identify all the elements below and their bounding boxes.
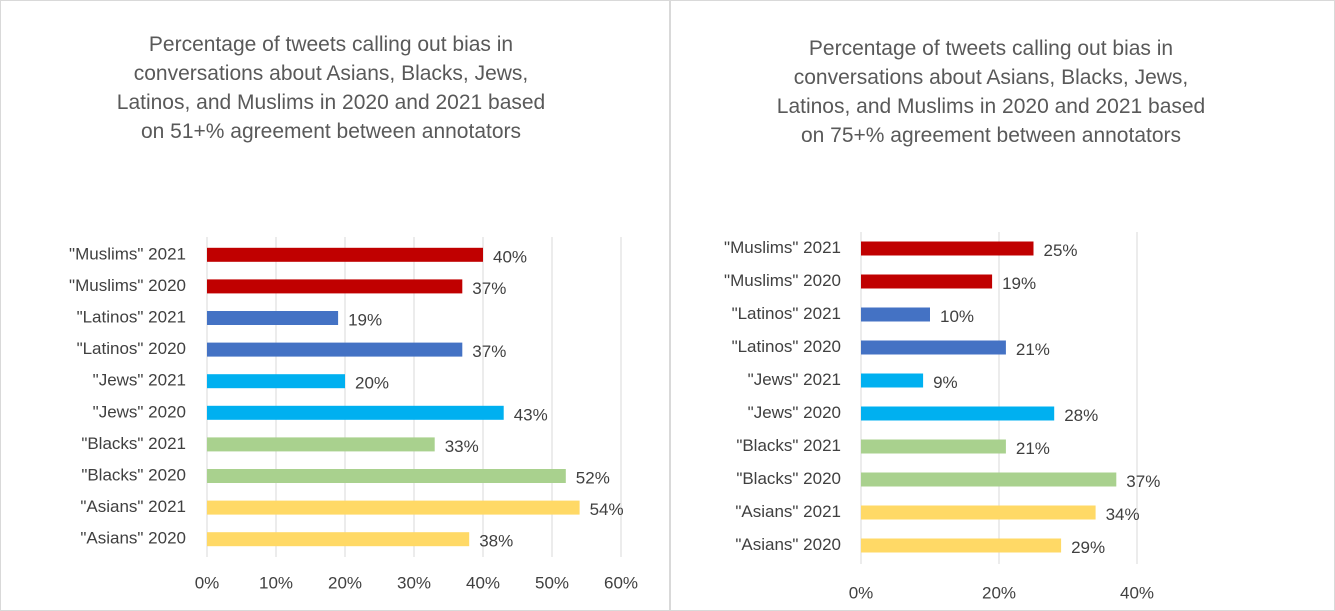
value-label: 29% xyxy=(1071,538,1105,557)
y-tick-label: "Muslims" 2021 xyxy=(69,244,186,263)
y-tick-label: "Blacks" 2020 xyxy=(736,469,841,488)
bar xyxy=(861,505,1096,520)
bar xyxy=(207,311,339,325)
bar xyxy=(861,538,1062,553)
y-tick-label: "Muslims" 2020 xyxy=(724,271,841,290)
bar xyxy=(861,241,1034,256)
x-tick-label: 50% xyxy=(535,573,569,592)
value-label: 21% xyxy=(1016,340,1050,359)
bar xyxy=(861,274,993,289)
x-tick-label: 60% xyxy=(604,573,638,592)
value-label: 21% xyxy=(1016,439,1050,458)
value-label: 25% xyxy=(1044,241,1078,260)
chart-panel: Percentage of tweets calling out bias in… xyxy=(670,0,1335,611)
x-tick-label: 20% xyxy=(328,573,362,592)
y-tick-label: "Jews" 2020 xyxy=(93,402,186,421)
bar xyxy=(207,374,345,389)
bar xyxy=(207,405,504,420)
bar xyxy=(207,247,483,262)
y-tick-label: "Asians" 2020 xyxy=(80,529,186,548)
x-tick-label: 20% xyxy=(982,583,1016,602)
bar xyxy=(861,406,1055,421)
value-label: 37% xyxy=(472,342,506,361)
chart-title: Percentage of tweets calling out bias in… xyxy=(116,33,546,143)
y-tick-label: "Muslims" 2020 xyxy=(69,276,186,295)
value-label: 19% xyxy=(348,310,382,329)
bar xyxy=(207,279,463,294)
y-tick-label: "Latinos" 2021 xyxy=(77,307,186,326)
y-tick-label: "Asians" 2021 xyxy=(735,502,841,521)
x-tick-label: 10% xyxy=(259,573,293,592)
x-tick-label: 40% xyxy=(1120,583,1154,602)
x-tick-label: 30% xyxy=(397,573,431,592)
value-label: 38% xyxy=(479,532,513,551)
value-label: 43% xyxy=(514,405,548,424)
y-tick-label: "Latinos" 2020 xyxy=(732,337,841,356)
value-label: 37% xyxy=(472,279,506,298)
chart: 0% 10% 20% 30% 40% 50% 60% "Muslims" 2021 40% "Mu… xyxy=(69,237,638,592)
x-tick-label: 0% xyxy=(195,573,220,592)
bar xyxy=(207,342,463,357)
bar xyxy=(207,437,435,452)
chart-panel: Percentage of tweets calling out bias in… xyxy=(0,0,670,611)
bar xyxy=(861,439,1006,454)
y-tick-label: "Jews" 2020 xyxy=(748,403,841,422)
value-label: 28% xyxy=(1064,406,1098,425)
value-label: 34% xyxy=(1106,505,1140,524)
x-tick-label: 0% xyxy=(849,583,874,602)
y-tick-label: "Muslims" 2021 xyxy=(724,238,841,257)
y-tick-label: "Asians" 2020 xyxy=(735,535,841,554)
chart: 0% 20% 40% "Muslims" 2021 25% "Muslims" 2020 1… xyxy=(724,232,1160,602)
y-tick-label: "Asians" 2021 xyxy=(80,497,186,516)
value-label: 9% xyxy=(933,373,958,392)
y-tick-label: "Blacks" 2021 xyxy=(736,436,841,455)
bar xyxy=(207,469,566,483)
y-tick-label: "Jews" 2021 xyxy=(93,371,186,390)
y-tick-label: "Blacks" 2021 xyxy=(81,434,186,453)
bar xyxy=(861,307,930,322)
value-label: 10% xyxy=(940,307,974,326)
bar xyxy=(861,472,1117,487)
value-label: 33% xyxy=(445,437,479,456)
y-tick-label: "Blacks" 2020 xyxy=(81,465,186,484)
bar xyxy=(861,340,1006,355)
bar xyxy=(207,500,580,515)
y-tick-label: "Latinos" 2021 xyxy=(732,304,841,323)
value-label: 40% xyxy=(493,247,527,266)
value-label: 52% xyxy=(576,468,610,487)
bar xyxy=(861,373,924,388)
value-label: 54% xyxy=(590,500,624,519)
bar xyxy=(207,532,470,547)
value-label: 19% xyxy=(1002,274,1036,293)
y-tick-label: "Jews" 2021 xyxy=(748,370,841,389)
value-label: 20% xyxy=(355,374,389,393)
chart-title: Percentage of tweets calling out bias in… xyxy=(776,37,1206,147)
value-label: 37% xyxy=(1126,472,1160,491)
x-tick-label: 40% xyxy=(466,573,500,592)
y-tick-label: "Latinos" 2020 xyxy=(77,339,186,358)
